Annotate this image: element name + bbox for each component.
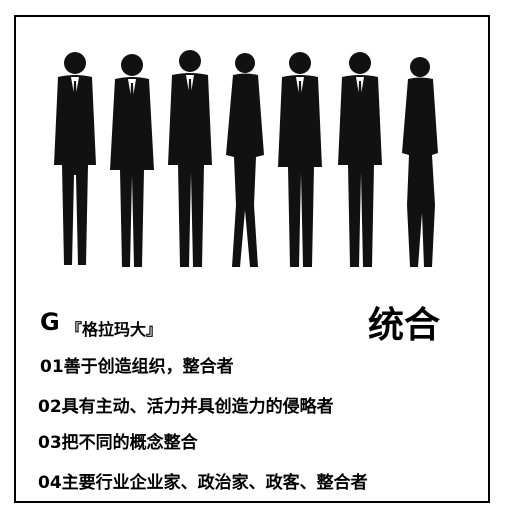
point-2: 02具有主动、活力并具创造力的侵略者 [38,397,334,417]
point-1: 01善于创造组织，整合者 [40,357,234,377]
heading-letter: G [40,308,60,336]
heading-name: 『格拉玛大』 [66,320,163,339]
point-3: 03把不同的概念整合 [38,433,198,453]
business-people-silhouettes-icon [54,50,438,267]
point-4: 04主要行业企业家、政治家、政客、整合者 [38,473,368,493]
heading-keyword: 统合 [368,305,441,346]
